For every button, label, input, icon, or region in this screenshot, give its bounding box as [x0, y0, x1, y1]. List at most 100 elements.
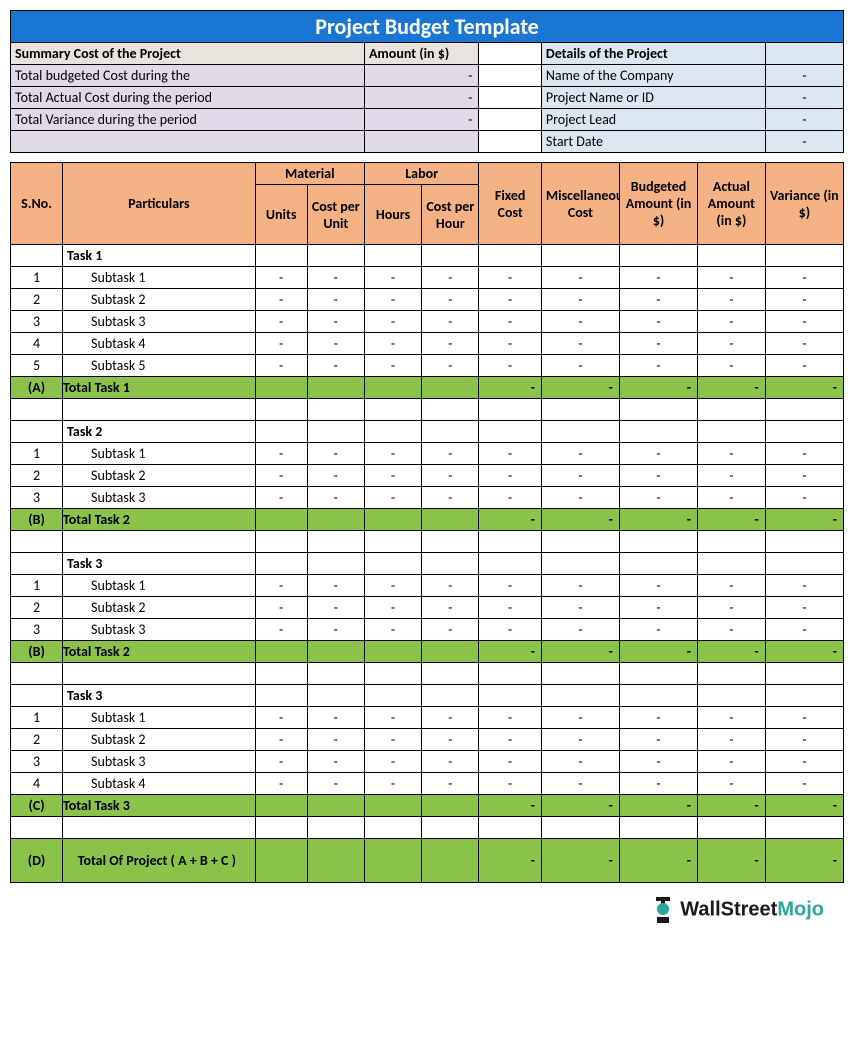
data-cell: -	[255, 333, 307, 355]
data-cell: -	[619, 575, 697, 597]
data-cell: -	[619, 465, 697, 487]
logo-icon	[650, 895, 676, 925]
sno: 3	[11, 487, 63, 509]
subtask-label: Subtask 5	[63, 355, 256, 377]
data-cell: -	[698, 619, 766, 641]
data-cell: -	[422, 707, 479, 729]
col-hours: Hours	[364, 185, 421, 245]
cell	[364, 663, 421, 685]
total-cell	[422, 795, 479, 817]
cell	[541, 663, 619, 685]
total-cell	[364, 641, 421, 663]
data-cell: -	[541, 267, 619, 289]
data-cell: -	[698, 597, 766, 619]
sno: 2	[11, 465, 63, 487]
data-cell: -	[619, 333, 697, 355]
total-cell	[255, 641, 307, 663]
data-cell: -	[479, 729, 541, 751]
data-cell: -	[307, 333, 364, 355]
grand-total-cell: -	[698, 839, 766, 883]
summary-value: -	[364, 87, 479, 109]
total-cell: -	[765, 641, 843, 663]
data-cell: -	[541, 443, 619, 465]
data-cell: -	[479, 465, 541, 487]
data-cell: -	[619, 267, 697, 289]
sno: 3	[11, 311, 63, 333]
cell	[619, 817, 697, 839]
data-cell: -	[698, 355, 766, 377]
data-cell: -	[422, 443, 479, 465]
task-header: Task 1	[63, 245, 256, 267]
total-cell: -	[698, 795, 766, 817]
cell	[255, 531, 307, 553]
cell	[364, 399, 421, 421]
data-cell: -	[479, 355, 541, 377]
sno: 3	[11, 751, 63, 773]
cell	[255, 399, 307, 421]
data-cell: -	[255, 575, 307, 597]
col-variance: Variance (in $)	[765, 163, 843, 245]
data-cell: -	[255, 267, 307, 289]
cell	[479, 399, 541, 421]
cell	[698, 553, 766, 575]
cell	[307, 421, 364, 443]
cell	[541, 685, 619, 707]
data-cell: -	[422, 311, 479, 333]
data-cell: -	[765, 729, 843, 751]
total-cell: -	[698, 377, 766, 399]
data-cell: -	[541, 575, 619, 597]
cell	[364, 685, 421, 707]
col-cpu: Cost per Unit	[307, 185, 364, 245]
data-cell: -	[307, 575, 364, 597]
cell	[307, 553, 364, 575]
total-cell	[422, 509, 479, 531]
total-cell: -	[619, 795, 697, 817]
cell	[422, 245, 479, 267]
data-cell: -	[619, 355, 697, 377]
data-cell: -	[541, 355, 619, 377]
data-cell: -	[765, 597, 843, 619]
data-cell: -	[619, 619, 697, 641]
cell	[364, 531, 421, 553]
cell	[63, 399, 256, 421]
data-cell: -	[422, 773, 479, 795]
data-cell: -	[364, 487, 421, 509]
cell	[619, 399, 697, 421]
col-fixed: Fixed Cost	[479, 163, 541, 245]
cell	[255, 421, 307, 443]
task-header: Task 2	[63, 421, 256, 443]
cell	[765, 663, 843, 685]
data-cell: -	[479, 311, 541, 333]
total-cell: -	[479, 795, 541, 817]
cell	[698, 399, 766, 421]
data-cell: -	[307, 773, 364, 795]
total-cell: -	[698, 641, 766, 663]
cell	[11, 245, 63, 267]
cell	[619, 663, 697, 685]
cell	[255, 685, 307, 707]
data-cell: -	[619, 443, 697, 465]
data-cell: -	[364, 751, 421, 773]
subtask-label: Subtask 1	[63, 267, 256, 289]
total-cell	[255, 795, 307, 817]
data-cell: -	[698, 707, 766, 729]
cell	[765, 245, 843, 267]
data-cell: -	[307, 355, 364, 377]
cell	[11, 531, 63, 553]
data-cell: -	[422, 575, 479, 597]
data-cell: -	[307, 311, 364, 333]
sno: 5	[11, 355, 63, 377]
data-cell: -	[307, 619, 364, 641]
data-cell: -	[541, 707, 619, 729]
cell	[619, 553, 697, 575]
data-cell: -	[255, 597, 307, 619]
cell	[619, 531, 697, 553]
cell	[364, 421, 421, 443]
data-cell: -	[541, 773, 619, 795]
data-cell: -	[255, 707, 307, 729]
total-label: Total Task 3	[63, 795, 256, 817]
summary-label: Total Actual Cost during the period	[11, 87, 365, 109]
data-cell: -	[255, 355, 307, 377]
col-budgeted: Budgeted Amount (in $)	[619, 163, 697, 245]
cell	[698, 421, 766, 443]
